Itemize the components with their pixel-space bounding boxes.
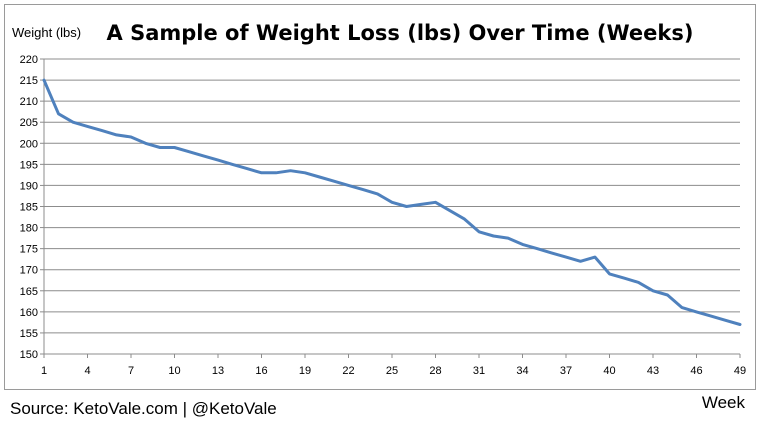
y-tick-180: 180 xyxy=(20,223,38,235)
x-tick-28: 28 xyxy=(429,365,441,377)
x-axis-label: Week xyxy=(702,393,746,412)
x-tick-49: 49 xyxy=(734,365,746,377)
x-tick-1: 1 xyxy=(41,365,47,377)
y-tick-155: 155 xyxy=(20,328,38,340)
x-tick-31: 31 xyxy=(473,365,485,377)
x-tick-40: 40 xyxy=(603,365,615,377)
x-tick-37: 37 xyxy=(560,365,572,377)
y-tick-220: 220 xyxy=(20,54,38,66)
series-weight xyxy=(42,78,742,326)
y-tick-labels: 150 155 160 165 170 175 180 185 190 195 200 205 210 2… xyxy=(20,54,38,361)
y-tick-170: 170 xyxy=(20,265,38,277)
x-tick-34: 34 xyxy=(516,365,528,377)
x-tick-43: 43 xyxy=(647,365,659,377)
x-tick-13: 13 xyxy=(212,365,224,377)
y-tick-215: 215 xyxy=(20,75,38,87)
x-tick-25: 25 xyxy=(386,365,398,377)
y-tick-200: 200 xyxy=(20,138,38,150)
axes xyxy=(40,58,741,358)
y-tick-165: 165 xyxy=(20,286,38,298)
x-tick-7: 7 xyxy=(128,365,134,377)
y-tick-190: 190 xyxy=(20,180,38,192)
x-tick-16: 16 xyxy=(255,365,267,377)
x-tick-labels: 1 4 7 10 13 16 19 22 25 28 31 34 37 40 43 46 49 xyxy=(41,365,746,377)
x-tick-46: 46 xyxy=(690,365,702,377)
x-tick-19: 19 xyxy=(299,365,311,377)
chart-title: A Sample of Weight Loss (lbs) Over Time … xyxy=(107,21,694,45)
source-credit: Source: KetoVale.com | @KetoVale xyxy=(10,399,277,418)
y-tick-210: 210 xyxy=(20,96,38,108)
gridlines xyxy=(44,58,740,334)
y-tick-150: 150 xyxy=(20,349,38,361)
y-tick-185: 185 xyxy=(20,202,38,214)
y-tick-175: 175 xyxy=(20,244,38,256)
x-tick-22: 22 xyxy=(342,365,354,377)
x-tick-10: 10 xyxy=(168,365,180,377)
y-tick-205: 205 xyxy=(20,117,38,129)
x-tick-4: 4 xyxy=(84,365,90,377)
y-tick-160: 160 xyxy=(20,307,38,319)
y-tick-195: 195 xyxy=(20,159,38,171)
y-axis-label: Weight (lbs) xyxy=(12,25,81,40)
